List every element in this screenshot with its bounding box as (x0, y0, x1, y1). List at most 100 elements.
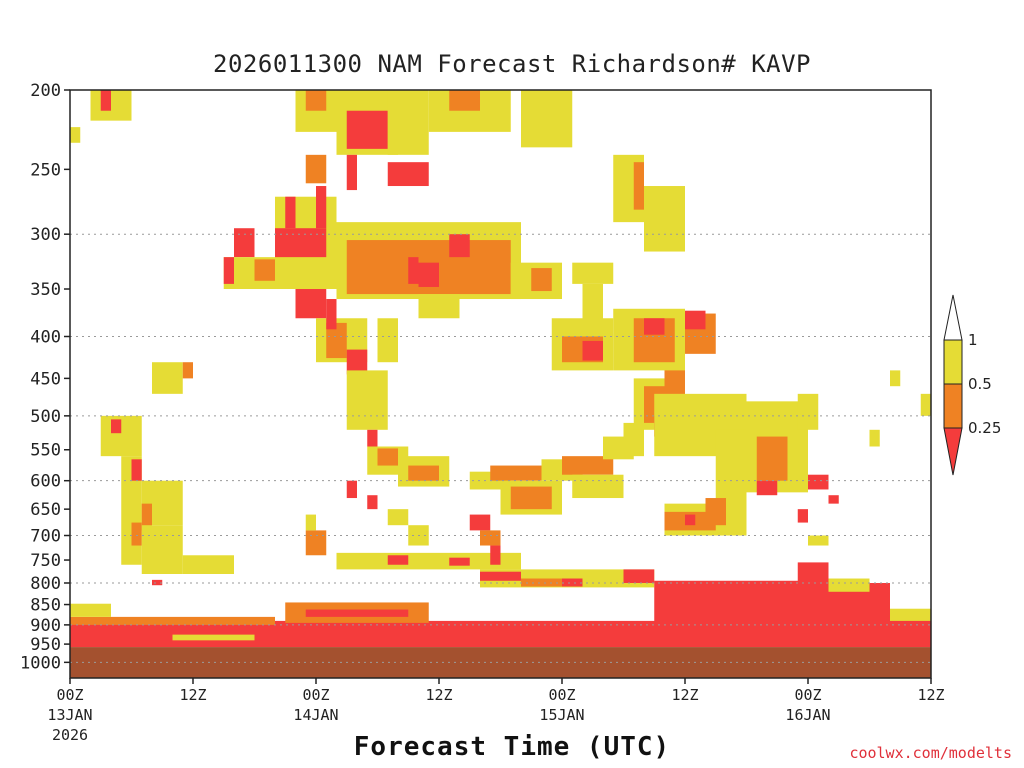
surface-fill (70, 647, 931, 678)
y-tick-label: 550 (30, 441, 61, 461)
y-tick-label: 200 (30, 81, 61, 101)
ri-cell (70, 603, 111, 617)
y-tick-label: 1000 (20, 653, 61, 673)
ri-cell (808, 474, 829, 490)
legend-swatch (943, 427, 963, 476)
chart-title: 2026011300 NAM Forecast Richardson# KAVP (213, 50, 811, 78)
heatmap-cells (70, 90, 931, 678)
ri-cell (705, 498, 726, 526)
ri-cell (387, 509, 409, 526)
ri-cell (633, 162, 644, 210)
ri-cell (623, 569, 655, 583)
y-tick-label: 300 (30, 225, 61, 245)
x-tick-date: 15JAN (539, 706, 584, 724)
ri-cell (408, 465, 439, 481)
x-tick-date: 16JAN (785, 706, 830, 724)
ri-cell (490, 545, 501, 565)
ri-cell (797, 562, 829, 583)
credit-link[interactable]: coolwx.com/modelts (849, 744, 1012, 762)
x-tick-label: 12Z (671, 686, 698, 704)
x-tick-year: 2026 (52, 726, 88, 744)
ri-cell (182, 555, 234, 574)
ri-cell (572, 474, 624, 499)
ri-cell (141, 503, 152, 531)
ri-cell (377, 448, 398, 466)
x-tick-label: 12Z (179, 686, 206, 704)
ri-cell (469, 514, 491, 531)
ri-cell (152, 579, 163, 586)
ri-cell (418, 262, 439, 287)
ri-cell (172, 634, 255, 641)
ri-cell (756, 436, 788, 481)
ri-cell (387, 162, 429, 187)
y-tick-label: 800 (30, 574, 61, 594)
ri-cell (623, 422, 644, 457)
ri-cell (449, 234, 470, 258)
ri-cell (131, 459, 142, 481)
ri-cell (644, 318, 665, 335)
legend-label: 0.25 (968, 419, 1001, 437)
ri-cell (70, 616, 275, 625)
ri-cell (305, 530, 327, 556)
ri-cell (685, 310, 706, 330)
x-tick-label: 00Z (794, 686, 821, 704)
ri-cell (326, 299, 337, 330)
y-tick-label: 650 (30, 500, 61, 520)
ri-cell (285, 196, 296, 229)
ri-cell (346, 349, 368, 375)
ri-cell (418, 294, 460, 319)
ri-cell (305, 154, 327, 184)
ri-cell (111, 419, 122, 434)
legend: 1 0.5 0.25 (943, 294, 1001, 476)
ri-cell (510, 486, 552, 510)
ri-cell (223, 257, 234, 284)
ri-cell (480, 571, 521, 581)
ri-cell (182, 362, 193, 379)
x-tick-date: 14JAN (293, 706, 338, 724)
ri-cell (326, 322, 347, 359)
ri-cell (797, 509, 808, 523)
ri-cell (100, 90, 111, 111)
ri-cell (531, 268, 552, 292)
y-tick-label: 450 (30, 369, 61, 389)
x-tick-label: 00Z (56, 686, 83, 704)
ri-cell (890, 370, 901, 387)
y-axis: 200 250 300 350 400 450 500 550 600 650 700 750 8008… (20, 81, 70, 673)
ri-cell (305, 514, 316, 531)
x-tick-label: 00Z (302, 686, 329, 704)
ri-cell (387, 555, 409, 565)
ri-cell (305, 90, 327, 111)
x-tick-label: 12Z (917, 686, 944, 704)
ri-cell (664, 362, 685, 402)
ri-cell (367, 429, 378, 447)
legend-swatch (943, 339, 963, 385)
ri-cell (346, 370, 388, 430)
x-tick-date: 13JAN (47, 706, 92, 724)
ri-cell (480, 530, 501, 546)
ri-cell (346, 110, 388, 149)
x-axis-label: Forecast Time (UTC) (353, 732, 671, 762)
y-tick-label: 700 (30, 527, 61, 547)
ri-cell (336, 552, 521, 570)
ri-cell (305, 609, 409, 617)
ri-cell (797, 393, 819, 430)
y-tick-label: 350 (30, 280, 61, 300)
ri-cell (346, 154, 357, 191)
ri-cell (367, 495, 378, 510)
y-tick-label: 900 (30, 616, 61, 636)
x-tick-label: 00Z (548, 686, 575, 704)
ri-cell (295, 289, 327, 319)
ri-cell (316, 186, 327, 229)
y-tick-label: 750 (30, 551, 61, 571)
ri-cell (644, 186, 685, 252)
ri-cell (377, 318, 398, 363)
ri-cell (521, 578, 562, 587)
ri-cell (490, 465, 542, 481)
legend-label: 0.5 (968, 375, 992, 393)
ri-cell (449, 557, 470, 566)
ri-cell (70, 620, 931, 648)
ri-cell (141, 525, 183, 574)
ri-cell (131, 522, 142, 546)
ri-cell (828, 495, 839, 504)
